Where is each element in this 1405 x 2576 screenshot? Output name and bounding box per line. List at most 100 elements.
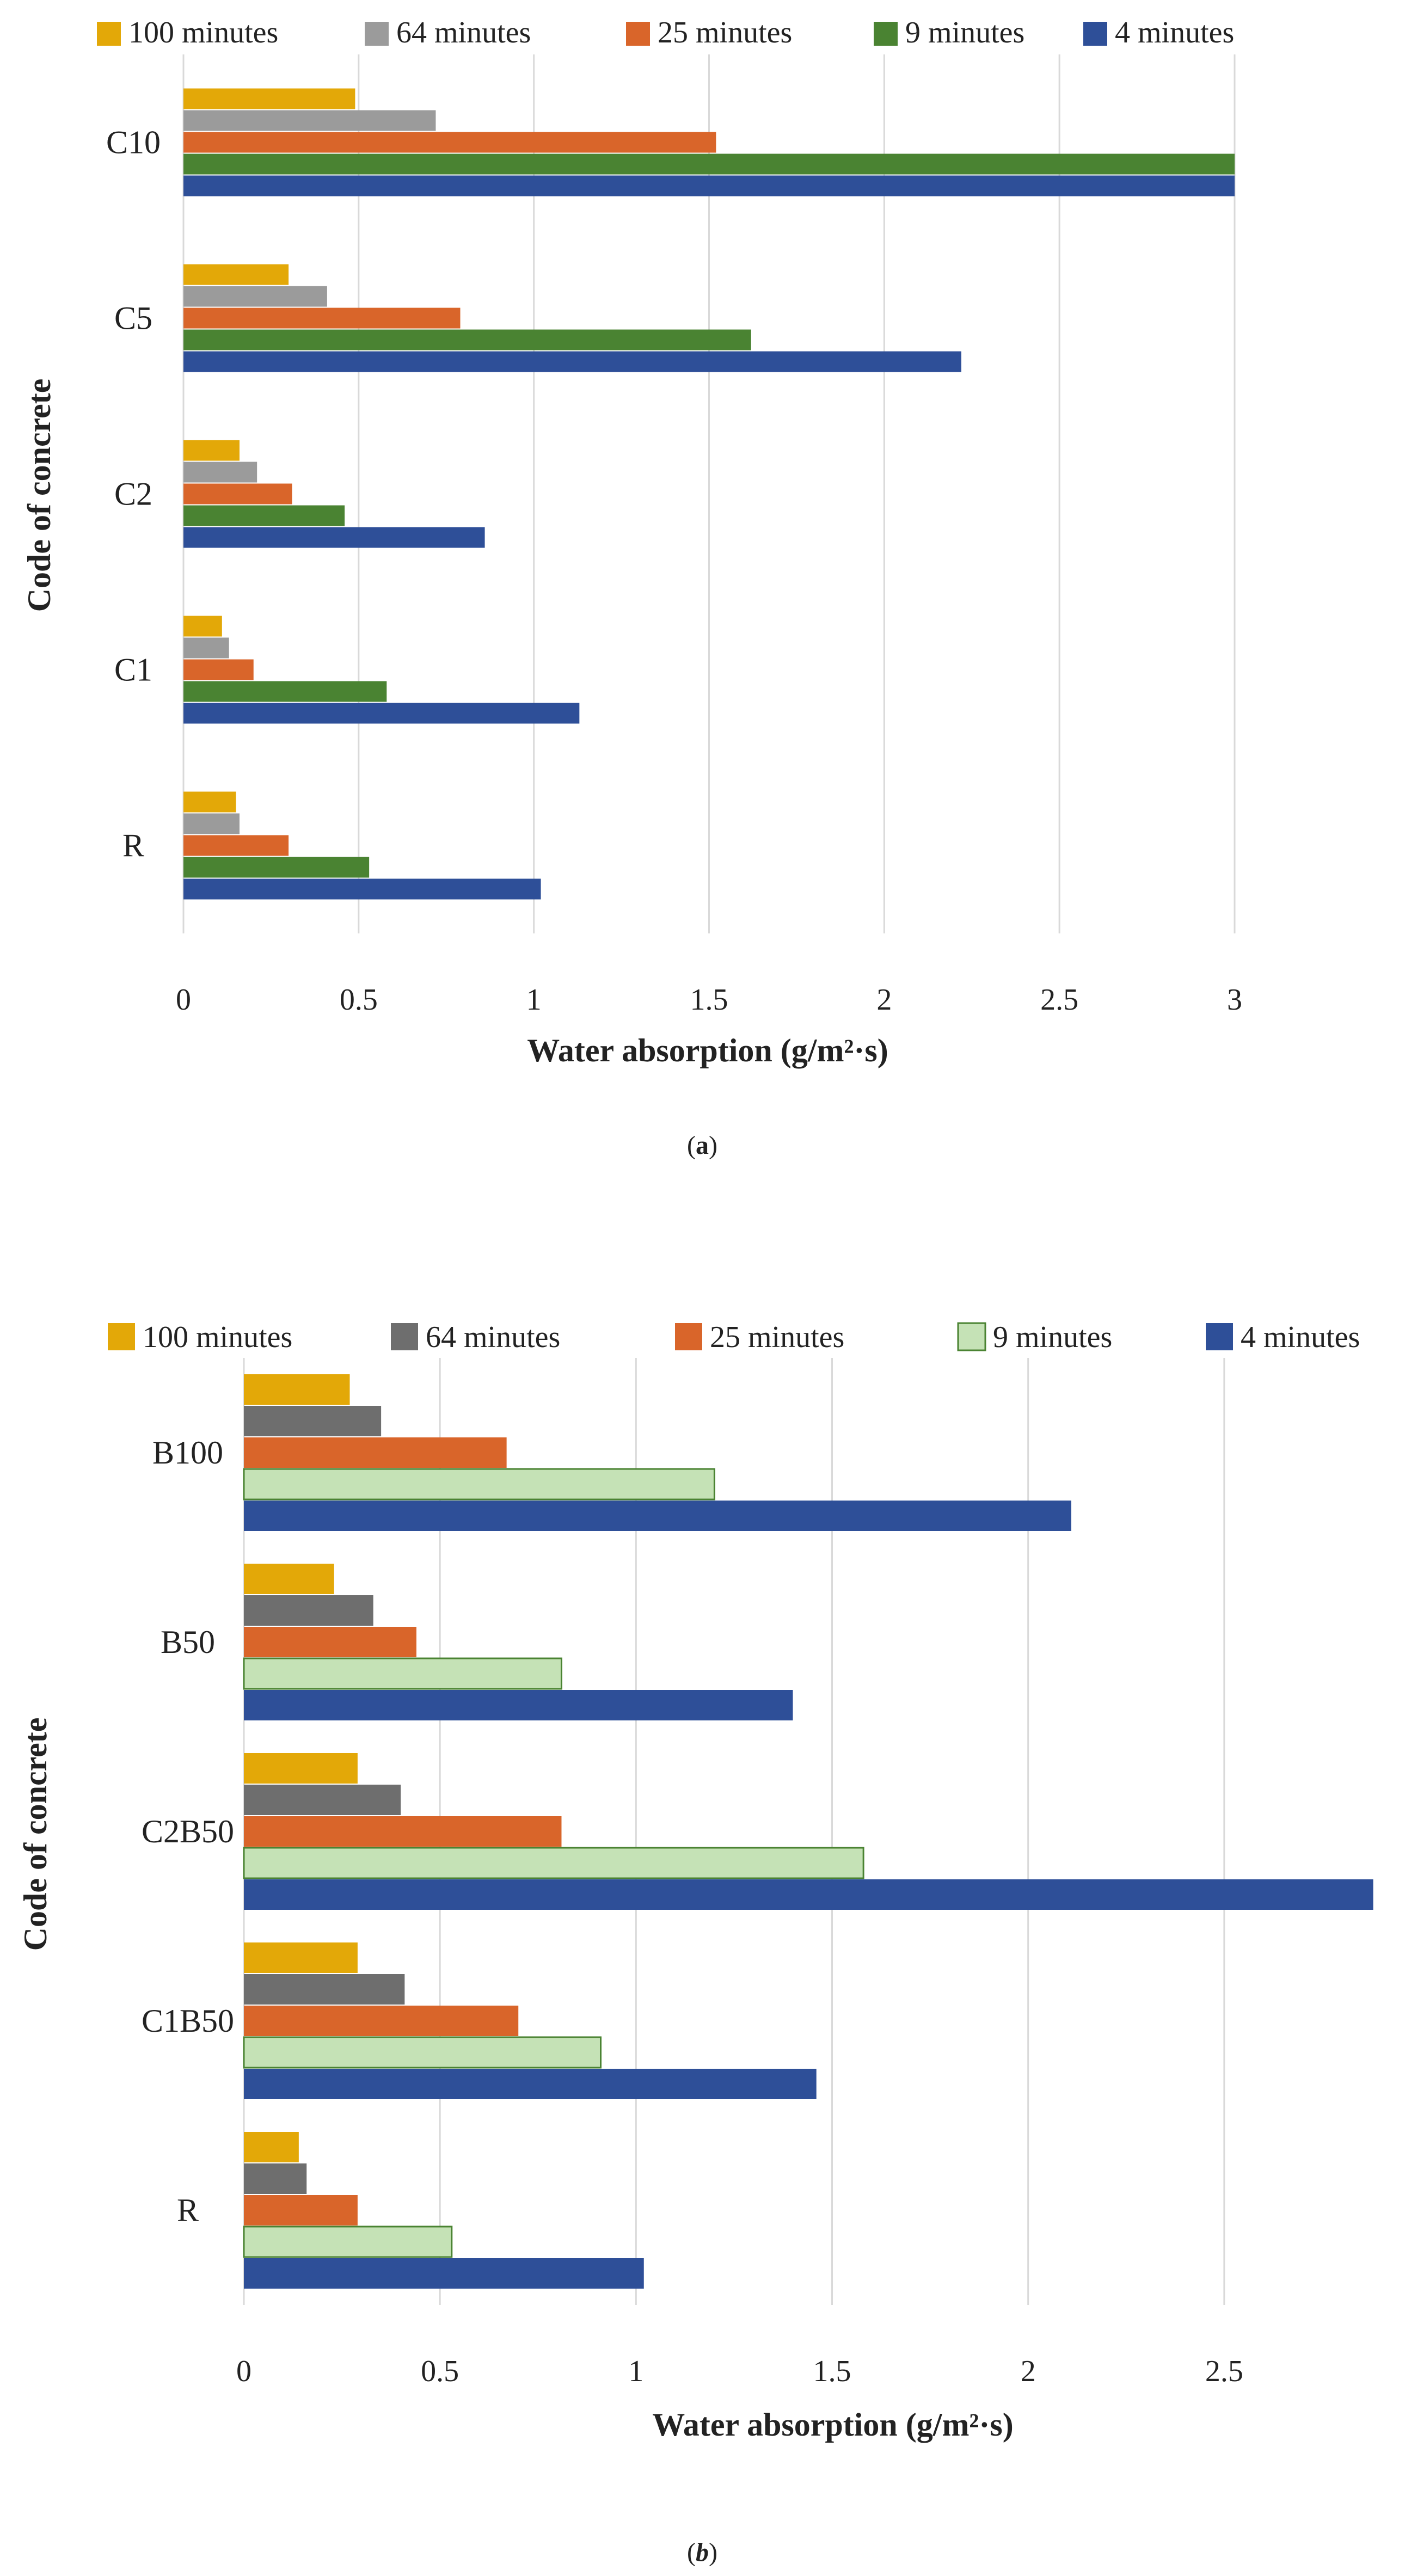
panel-b-bar-r-64-minutes	[244, 2163, 307, 2194]
panel-b-bar-b100-100-minutes	[244, 1374, 350, 1405]
panel-a-caption-letter: a	[696, 1131, 709, 1160]
panel-b-bar-c2b50-9-minutes	[243, 1847, 864, 1879]
panel-a-x-axis-title: Water absorption (g/m²·s)	[527, 1032, 888, 1068]
panel-b-bar-b100-9-minutes	[243, 1468, 715, 1501]
panel-a-bar-c2-4-minutes	[183, 527, 485, 548]
panel-a-bar-c10-9-minutes	[183, 153, 1235, 175]
panel-a-bar-c2-25-minutes	[183, 483, 292, 505]
panel-b-category-label-c1b50: C1B50	[142, 2003, 234, 2039]
panel-a-group-c1: C1	[114, 616, 580, 724]
panel-a-legend-item-64-minutes: 64 minutes	[365, 16, 531, 50]
panel-b-bars: B100 B50 C2B50 C1B50 R	[142, 1374, 1373, 2289]
panel-a-legend-label-4-minutes: 4 minutes	[1115, 16, 1234, 50]
panel-a-bar-c10-100-minutes	[183, 88, 355, 109]
panel-b-bar-c1b50-4-minutes	[244, 2069, 817, 2099]
panel-b-bar-r-25-minutes	[244, 2195, 358, 2225]
panel-a-legend-item-100-minutes: 100 minutes	[97, 16, 278, 50]
panel-b-caption: (b)	[687, 2538, 717, 2567]
panel-a-gridlines	[182, 54, 1236, 933]
panel-b-category-label-r: R	[177, 2192, 199, 2228]
panel-b-legend-item-64-minutes: 64 minutes	[391, 1320, 560, 1354]
panel-a-caption: (a)	[687, 1131, 717, 1160]
panel-a-category-label-c2: C2	[114, 476, 152, 512]
panel-a-category-label-c1: C1	[114, 652, 152, 688]
panel-a-category-label-c5: C5	[114, 300, 152, 336]
panel-a-x-tick-2: 2	[876, 983, 892, 1017]
panel-b-bar-r-100-minutes	[244, 2132, 299, 2162]
panel-b-group-r: R	[177, 2132, 644, 2289]
panel-a-bar-r-64-minutes	[183, 813, 240, 834]
panel-a-bar-c1-25-minutes	[183, 659, 254, 680]
panel-b-legend-item-25-minutes: 25 minutes	[675, 1320, 844, 1354]
panel-a-legend-item-4-minutes: 4 minutes	[1083, 16, 1234, 50]
panel-a-legend-swatch-4-minutes	[1083, 22, 1107, 46]
panel-b-bar-c1b50-64-minutes	[244, 1974, 405, 2005]
panel-a-caption-close: )	[709, 1131, 717, 1160]
panel-a-legend-swatch-25-minutes	[626, 22, 650, 46]
panel-a-bar-c10-4-minutes	[183, 175, 1235, 196]
panel-a-bar-c5-4-minutes	[183, 351, 961, 372]
panel-b-x-tick-1: 1	[628, 2354, 643, 2388]
panel-b-bar-b50-100-minutes	[244, 1564, 334, 1594]
panel-a-legend-label-100-minutes: 100 minutes	[128, 16, 278, 50]
panel-a-group-c2: C2	[114, 440, 485, 548]
panel-b-group-b50: B50	[161, 1564, 793, 1720]
panel-a-caption-open: (	[687, 1131, 696, 1160]
panel-b-legend-swatch-100-minutes	[108, 1323, 135, 1350]
panel-a-legend-swatch-9-minutes	[874, 22, 898, 46]
panel-a-bar-c1-4-minutes	[183, 703, 580, 724]
panel-a-legend-item-9-minutes: 9 minutes	[874, 16, 1024, 50]
panel-b-legend-label-100-minutes: 100 minutes	[143, 1320, 292, 1354]
panel-b-bar-r-9-minutes	[243, 2225, 453, 2258]
panel-b-bar-c1b50-9-minutes	[243, 2036, 602, 2069]
panel-a-bar-c10-64-minutes	[183, 110, 436, 131]
panel-a-legend-label-25-minutes: 25 minutes	[658, 16, 792, 50]
panel-b-bar-b50-64-minutes	[244, 1595, 373, 1626]
panel-a-legend-item-25-minutes: 25 minutes	[626, 16, 792, 50]
panel-a-bar-c1-100-minutes	[183, 616, 222, 637]
panel-a-legend-swatch-64-minutes	[365, 22, 389, 46]
panel-a-legend-swatch-100-minutes	[97, 22, 121, 46]
panel-b-y-axis-title: Code of concrete	[17, 1718, 53, 1951]
panel-a-x-tick-1: 1	[526, 983, 542, 1017]
panel-b-legend-swatch-25-minutes	[675, 1323, 702, 1350]
panel-a-bar-c5-9-minutes	[183, 329, 751, 351]
panel-b-legend: 100 minutes 64 minutes 25 minutes 9 minutes…	[108, 1320, 1360, 1354]
panel-b-bar-c1b50-100-minutes	[244, 1942, 358, 1973]
panel-b-legend-item-4-minutes: 4 minutes	[1206, 1320, 1360, 1354]
panel-a-x-tick-labels: 0 0.5 1 1.5 2 2.5 3	[176, 983, 1242, 1017]
panel-b-caption-open: (	[687, 2538, 696, 2567]
panel-a-bar-r-25-minutes	[183, 835, 289, 856]
panel-a-bar-r-100-minutes	[183, 791, 236, 813]
panel-a-bar-c5-100-minutes	[183, 264, 289, 285]
panel-b-bar-c2b50-64-minutes	[244, 1785, 401, 1815]
panel-a-bar-c2-64-minutes	[183, 462, 257, 483]
panel-b-category-label-c2b50: C2B50	[142, 1813, 234, 1849]
panel-b-bar-b50-9-minutes	[243, 1657, 562, 1690]
panel-a-legend-label-9-minutes: 9 minutes	[905, 16, 1024, 50]
panel-b-bar-c2b50-4-minutes	[244, 1879, 1373, 1910]
panel-a-x-tick-0-5: 0.5	[340, 983, 378, 1017]
panel-b-bar-b100-4-minutes	[244, 1501, 1071, 1531]
panel-b-group-b100: B100	[152, 1374, 1071, 1531]
panel-a-group-c10: C10	[106, 88, 1235, 196]
panel-a-bar-r-9-minutes	[183, 857, 370, 878]
panel-a-chart: 0 0.5 1 1.5 2 2.5 3 C10 C5 C2 C1 R 100 minutes 64 min…	[21, 16, 1242, 1160]
panel-b-x-tick-2-5: 2.5	[1205, 2354, 1243, 2388]
panel-a-group-r: R	[122, 791, 541, 900]
panel-a-bar-c5-64-minutes	[183, 286, 327, 307]
panel-a-bar-c2-9-minutes	[183, 505, 345, 526]
panel-b-legend-swatch-64-minutes	[391, 1323, 418, 1350]
panel-a-bars: C10 C5 C2 C1 R	[106, 88, 1235, 900]
panel-b-legend-label-4-minutes: 4 minutes	[1241, 1320, 1360, 1354]
panel-b-legend-swatch-4-minutes	[1206, 1323, 1233, 1350]
panel-a-category-label-r: R	[122, 828, 144, 864]
panel-b-caption-close: )	[709, 2538, 717, 2567]
panel-b-bar-c2b50-25-minutes	[244, 1816, 562, 1847]
panel-b-bar-r-4-minutes	[244, 2258, 644, 2289]
panel-b-x-tick-2: 2	[1021, 2354, 1036, 2388]
panel-a-category-label-c10: C10	[106, 125, 161, 161]
panel-a-legend: 100 minutes 64 minutes 25 minutes 9 minutes…	[97, 16, 1234, 50]
panel-a-bar-r-4-minutes	[183, 878, 541, 900]
